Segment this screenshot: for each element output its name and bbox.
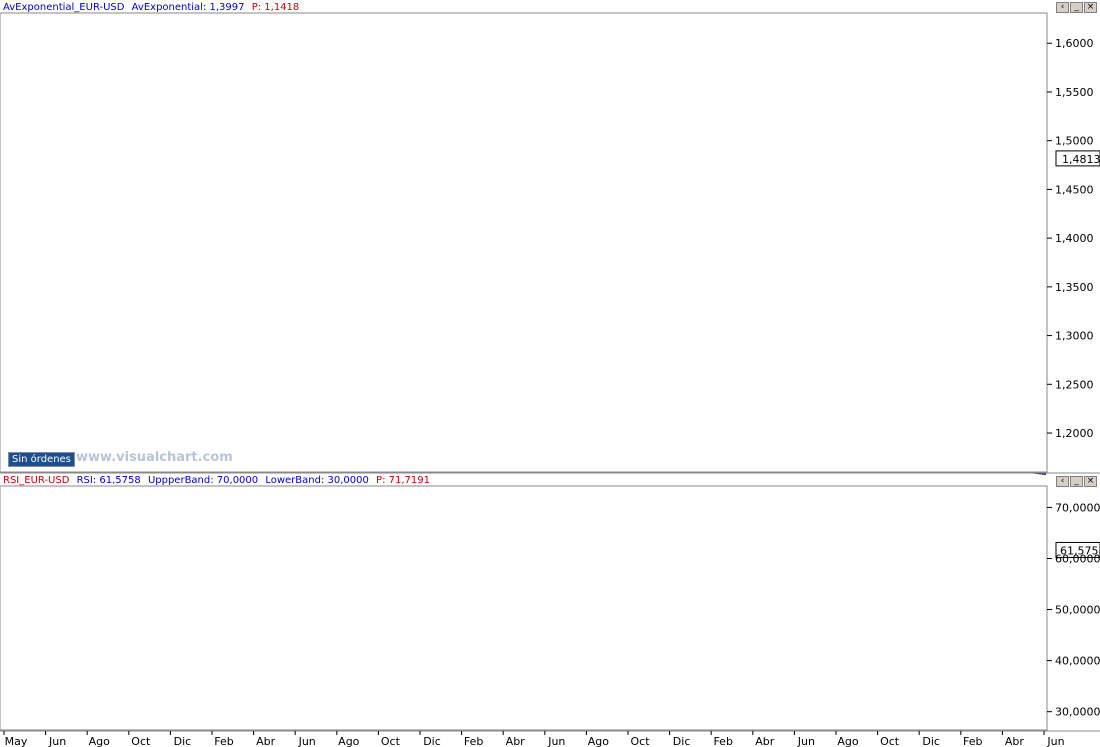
rsi-y-tick-label: 60,0000 <box>1055 552 1100 565</box>
x-tick-label: Ago <box>338 735 360 747</box>
x-tick-label: Dic <box>922 735 940 747</box>
axes: 1,6000 1,5500 1,5000 1,4500 1,4000 1,3500 1,30… <box>0 12 1100 747</box>
lower-window-controls: ‹ _ × <box>1056 476 1097 487</box>
x-tick-label: Ago <box>89 735 111 747</box>
price-panel-header: AvExponential_EUR-USD AvExponential: 1,3… <box>3 2 303 13</box>
restore-button[interactable]: ‹ <box>1056 476 1069 487</box>
close-button[interactable]: × <box>1084 476 1097 487</box>
series-name: AvExponential_EUR-USD <box>3 2 125 13</box>
x-tick-label: Feb <box>464 735 483 747</box>
rsi-plot-frame <box>0 485 1048 731</box>
x-tick-label: Dic <box>673 735 691 747</box>
x-tick-label: Ago <box>588 735 610 747</box>
x-tick-label: Oct <box>381 735 401 747</box>
x-tick-label: Feb <box>713 735 732 747</box>
x-tick-label: Jun <box>298 735 316 747</box>
rsi-panel-header: RSI_EUR-USD RSI: 61,5758 UppperBand: 70,… <box>3 475 434 486</box>
rsi-lower-band: LowerBand: 30,0000 <box>265 475 369 486</box>
last-price-label: 1,4813 <box>1062 153 1100 166</box>
watermark: www.visualchart.com <box>76 450 233 465</box>
rsi-p-value: P: 71,7191 <box>376 475 430 486</box>
x-tick-label: Dic <box>174 735 192 747</box>
x-tick-label: Ago <box>837 735 859 747</box>
indicator-value: AvExponential: 1,3997 <box>131 2 245 13</box>
price-y-tick-label: 1,2500 <box>1055 378 1094 391</box>
x-tick-label: Jun <box>48 735 66 747</box>
rsi-upper-band: UppperBand: 70,0000 <box>147 475 259 486</box>
price-y-tick-label: 1,2000 <box>1055 427 1094 440</box>
price-y-tick-label: 1,5500 <box>1055 86 1094 99</box>
x-tick-label: May <box>5 735 28 747</box>
restore-button[interactable]: ‹ <box>1056 2 1069 13</box>
x-tick-label: Feb <box>214 735 233 747</box>
minimize-button[interactable]: _ <box>1070 476 1083 487</box>
x-tick-label: Feb <box>963 735 982 747</box>
rsi-series-name: RSI_EUR-USD <box>3 475 70 486</box>
rsi-y-tick-label: 30,0000 <box>1055 706 1100 719</box>
x-tick-label: Abr <box>1005 735 1025 747</box>
x-tick-label: Jun <box>797 735 815 747</box>
rsi-y-tick-label: 70,0000 <box>1055 501 1100 514</box>
rsi-value: RSI: 61,5758 <box>76 475 141 486</box>
last-price-box <box>1055 150 1100 167</box>
x-tick-label: Abr <box>755 735 775 747</box>
upper-window-controls: ‹ _ × <box>1056 2 1097 13</box>
rsi-y-tick-label: 50,0000 <box>1055 604 1100 617</box>
x-tick-label: Abr <box>256 735 276 747</box>
x-tick-label: Oct <box>131 735 151 747</box>
price-y-tick-label: 1,5000 <box>1055 135 1094 148</box>
x-tick-label: Dic <box>423 735 441 747</box>
orders-button[interactable]: Sin órdenes <box>8 452 75 467</box>
minimize-button[interactable]: _ <box>1070 2 1083 13</box>
rsi-last-value-label: 61,5758 <box>1060 544 1100 557</box>
price-y-tick-label: 1,3000 <box>1055 330 1094 343</box>
x-tick-label: Abr <box>506 735 526 747</box>
close-button[interactable]: × <box>1084 2 1097 13</box>
rsi-last-value-box <box>1055 541 1100 558</box>
x-tick-label: Jun <box>547 735 565 747</box>
price-y-tick-label: 1,4000 <box>1055 232 1094 245</box>
x-tick-label: Jun <box>1046 735 1064 747</box>
price-y-tick-label: 1,3500 <box>1055 281 1094 294</box>
x-tick-label: Oct <box>630 735 650 747</box>
price-plot-frame <box>0 12 1048 473</box>
x-tick-label: Oct <box>880 735 900 747</box>
price-y-tick-label: 1,6000 <box>1055 37 1094 50</box>
price-value: P: 1,1418 <box>251 2 300 13</box>
rsi-y-tick-label: 40,0000 <box>1055 655 1100 668</box>
price-y-tick-label: 1,4500 <box>1055 183 1094 196</box>
